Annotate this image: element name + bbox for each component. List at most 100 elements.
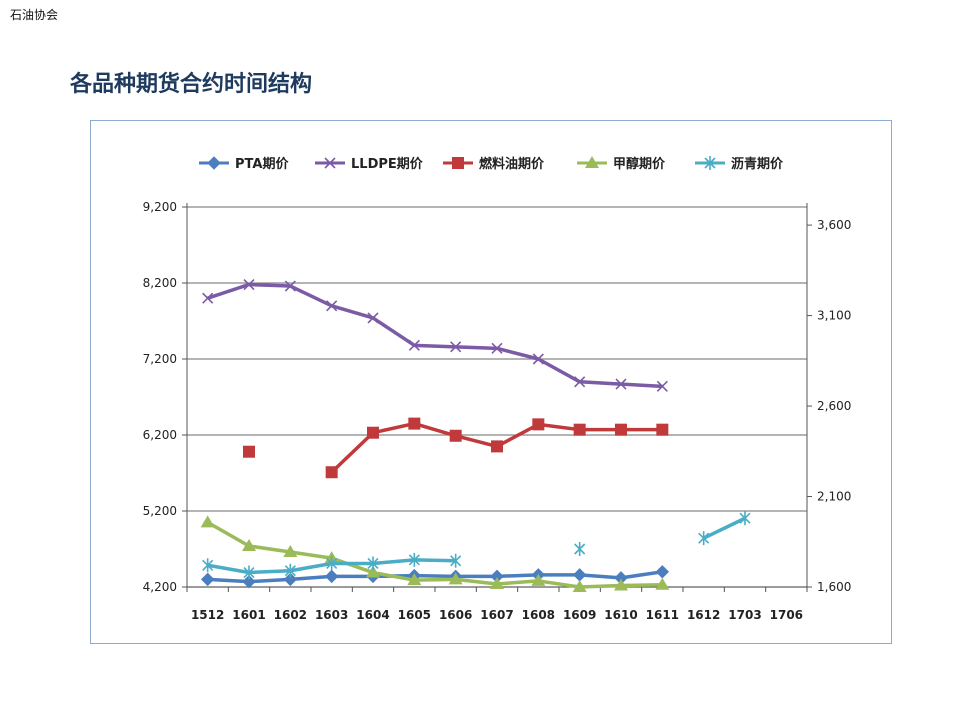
y-tick-label-left: 7,200: [143, 352, 177, 366]
data-point-marker: [614, 578, 628, 591]
y-tick-label-right: 3,600: [817, 218, 851, 232]
x-tick-label: 1703: [728, 608, 761, 622]
data-point-marker: [324, 157, 336, 169]
data-point-marker: [324, 569, 339, 584]
data-point-marker: [325, 466, 338, 479]
data-point-marker: [367, 312, 379, 324]
data-point-marker: [243, 565, 255, 580]
data-point-marker: [408, 552, 420, 567]
legend-item-asphalt: 沥青期价: [695, 156, 784, 172]
x-tick-label: 1610: [604, 608, 637, 622]
x-tick-label: 1602: [274, 608, 307, 622]
x-tick-label: 1606: [439, 608, 472, 622]
series-layer: [200, 278, 751, 592]
data-point-marker: [202, 558, 214, 573]
y-tick-label-left: 8,200: [143, 276, 177, 290]
x-tick-label: 1706: [770, 608, 803, 622]
x-tick-label: 1604: [356, 608, 389, 622]
data-point-marker: [242, 538, 256, 551]
legend: PTA期价 LLDPE期价 燃料油期价 甲醇期价 沥青期价: [199, 156, 784, 172]
data-point-marker: [615, 378, 627, 390]
data-point-marker: [574, 376, 586, 388]
data-point-marker: [448, 572, 463, 585]
x-tick-label: 1605: [398, 608, 431, 622]
legend-item-pta: PTA期价: [199, 156, 289, 172]
legend-label: LLDPE期价: [351, 157, 424, 172]
series-pta: [200, 565, 670, 589]
y-tick-label-right: 1,600: [817, 580, 851, 594]
org-label: 石油协会: [10, 8, 59, 22]
series-line-asphalt: [702, 516, 746, 540]
data-point-marker: [367, 426, 379, 439]
data-point-marker: [656, 423, 669, 436]
legend-item-lldpe: LLDPE期价: [315, 157, 424, 172]
data-point-marker: [407, 573, 422, 586]
data-point-marker: [326, 300, 338, 312]
series-fuel_oil: [243, 417, 669, 479]
data-point-marker: [200, 515, 215, 528]
data-point-marker: [655, 577, 670, 590]
data-point-marker: [490, 576, 504, 589]
series-line-pta: [207, 570, 663, 584]
x-tick-label: 1611: [646, 608, 679, 622]
data-point-marker: [202, 292, 214, 304]
x-tick-label: 1609: [563, 608, 596, 622]
data-point-marker: [283, 572, 298, 587]
data-point-marker: [367, 556, 379, 571]
data-point-marker: [284, 563, 296, 578]
data-point-marker: [531, 573, 546, 586]
data-point-marker: [572, 568, 587, 582]
y-tick-label-left: 9,200: [143, 200, 177, 214]
x-tick-label: 1612: [687, 608, 720, 622]
data-point-marker: [366, 565, 380, 578]
y-tick-label-left: 6,200: [143, 428, 177, 442]
series-asphalt: [202, 511, 751, 580]
data-point-marker: [408, 339, 420, 351]
line-chart: 4,200 5,200 6,200 7,200 8,200 9,200 1,600 2,100…: [143, 156, 852, 622]
data-point-marker: [243, 278, 255, 291]
data-point-marker: [491, 342, 503, 354]
data-point-marker: [572, 580, 587, 592]
data-point-marker: [242, 574, 256, 589]
data-point-marker: [243, 445, 255, 458]
page-title: 各品种期货合约时间结构: [70, 72, 313, 97]
data-point-marker: [615, 423, 627, 436]
data-point-marker: [408, 417, 421, 430]
data-point-marker: [326, 556, 338, 571]
data-point-marker: [532, 418, 545, 431]
legend-label: 甲醇期价: [613, 156, 666, 172]
y-tick-label-left: 4,200: [143, 580, 177, 594]
series-lldpe: [202, 278, 668, 392]
series-line-lldpe: [207, 282, 663, 389]
data-point-marker: [585, 156, 599, 168]
data-point-marker: [573, 423, 586, 436]
data-point-marker: [698, 531, 710, 546]
data-point-marker: [450, 341, 462, 353]
y-tick-label-right: 3,100: [817, 309, 851, 323]
data-point-marker: [284, 280, 296, 292]
series-line-methanol: [206, 520, 663, 589]
legend-label: 燃料油期价: [479, 156, 545, 172]
data-point-marker: [200, 572, 215, 587]
data-point-marker: [283, 545, 298, 558]
data-point-marker: [739, 511, 751, 526]
legend-item-methanol: 甲醇期价: [577, 156, 666, 172]
x-tick-label: 1607: [480, 608, 513, 622]
data-point-marker: [450, 553, 462, 568]
x-tick-label: 1512: [191, 608, 224, 622]
grid-layer: [187, 206, 807, 588]
data-point-marker: [574, 542, 586, 556]
data-point-marker: [656, 380, 668, 392]
legend-label: PTA期价: [235, 157, 289, 172]
data-point-marker: [207, 156, 221, 170]
y-tick-label-right: 2,100: [817, 490, 851, 504]
x-tick-label: 1601: [232, 608, 265, 622]
data-point-marker: [532, 353, 544, 365]
legend-label: 沥青期价: [731, 156, 784, 172]
chart-frame: 4,200 5,200 6,200 7,200 8,200 9,200 1,600 2,100…: [90, 120, 892, 644]
x-tick-label: 1603: [315, 608, 348, 622]
axis-layer: 4,200 5,200 6,200 7,200 8,200 9,200 1,600 2,100…: [143, 200, 852, 622]
series-methanol: [200, 515, 670, 592]
x-tick-label: 1608: [522, 608, 555, 622]
data-point-marker: [655, 565, 670, 579]
